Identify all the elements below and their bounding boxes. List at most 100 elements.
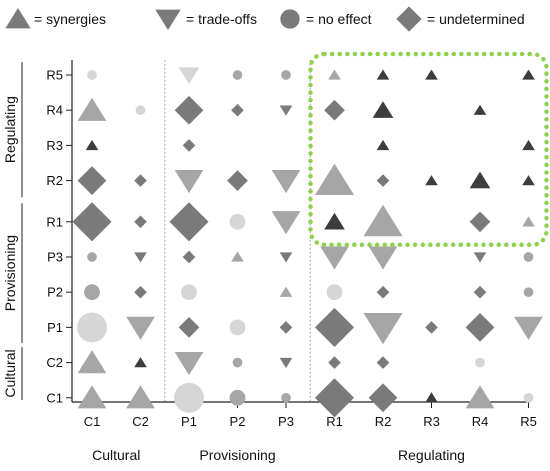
legend-triangle-up-icon (5, 8, 31, 29)
cell-mark-P2-P1 (181, 284, 197, 301)
legend-diamond-icon (396, 6, 422, 32)
cell-mark-R4-P2 (231, 103, 244, 117)
cell-mark-P2-C2 (134, 285, 147, 299)
x-tick-label: R2 (375, 414, 392, 429)
x-group-label: Regulating (398, 447, 465, 463)
cell-mark-P1-P1 (178, 317, 200, 338)
cell-mark-R4-P1 (174, 95, 204, 125)
cell-mark-C1-C2 (126, 385, 155, 409)
cell-mark-R5-P3 (281, 70, 291, 80)
cell-mark-R4-R1 (324, 99, 345, 121)
cell-mark-P1-R5 (514, 316, 543, 340)
cell-mark-R3-R2 (376, 139, 390, 151)
cell-mark-R2-C2 (134, 174, 147, 187)
cell-mark-R1-R4 (469, 211, 491, 233)
cell-mark-P1-C1 (77, 312, 107, 343)
cell-mark-C1-R2 (368, 383, 398, 413)
y-tick-label: C2 (46, 355, 63, 370)
cell-mark-R5-P1 (178, 67, 200, 84)
cell-mark-P2-R2 (376, 285, 390, 299)
y-tick-label: C1 (46, 390, 63, 405)
cell-mark-R2-R1 (314, 163, 355, 196)
cell-mark-R5-R5 (522, 69, 535, 80)
cell-mark-C1-R1 (314, 378, 355, 418)
cell-mark-C1-C1 (77, 385, 107, 409)
cell-mark-C1-P3 (281, 392, 291, 403)
cell-mark-R5-C1 (87, 70, 97, 80)
cell-mark-P1-P3 (279, 321, 293, 334)
y-tick-label: R1 (46, 214, 63, 229)
cell-mark-R3-C1 (85, 139, 99, 151)
axes: C1 C2 P1 P2 P3 R1 R2 R3 R4 R5 R5 R4 R3 R2 R1 P3 P2 P1 C2 C1… (2, 60, 537, 463)
regulating-highlight-box (308, 51, 549, 248)
cell-mark-C2-R4 (475, 357, 485, 368)
y-tick-label: R3 (46, 138, 63, 153)
y-tick-label: R5 (46, 68, 63, 83)
cell-mark-P1-C2 (126, 316, 155, 340)
legend-label: = no effect (306, 11, 372, 27)
cell-mark-P3-R1 (320, 246, 349, 270)
cell-mark-P2-P3 (279, 286, 293, 297)
cell-mark-P3-R2 (368, 246, 398, 270)
cell-mark-R1-P2 (229, 213, 246, 230)
cell-mark-P2-R1 (326, 284, 343, 301)
cell-mark-R5-R1 (328, 69, 341, 80)
legend-triangle-down-icon (155, 9, 181, 30)
x-tick-label: R3 (423, 414, 440, 429)
cell-mark-P1-P2 (229, 319, 246, 336)
cell-mark-R5-P2 (232, 70, 243, 80)
cell-mark-C2-C1 (77, 350, 107, 374)
cell-mark-P2-C1 (84, 284, 100, 301)
cell-mark-P1-R3 (425, 321, 438, 334)
cell-mark-R4-C2 (135, 105, 146, 116)
x-tick-label: P2 (230, 414, 246, 429)
cell-mark-C2-C2 (134, 357, 147, 368)
cell-mark-C2-P2 (232, 357, 243, 368)
cell-mark-C2-R2 (376, 356, 390, 369)
y-tick-label: P1 (47, 320, 63, 335)
cell-mark-R1-C2 (134, 215, 147, 229)
cell-mark-P1-R1 (314, 307, 355, 347)
legend-label: = undetermined (427, 11, 525, 27)
x-group-label: Provisioning (199, 447, 275, 463)
legend-label: = trade-offs (186, 11, 257, 27)
cell-mark-C1-P2 (229, 389, 246, 406)
cell-mark-R2-P2 (227, 170, 248, 191)
cell-mark-P1-R2 (363, 312, 403, 345)
x-tick-label: R1 (326, 414, 343, 429)
x-tick-label: C2 (132, 414, 149, 429)
cell-mark-C2-R1 (328, 356, 341, 369)
y-tick-label: R2 (46, 173, 63, 188)
y-tick-label: P2 (47, 285, 63, 300)
cell-mark-R2-R3 (425, 175, 438, 186)
cell-mark-C1-R4 (465, 385, 495, 409)
matrix-marks (72, 67, 543, 418)
cell-mark-P3-R5 (523, 252, 534, 262)
cell-mark-R4-R2 (372, 101, 394, 118)
y-tick-label: P3 (47, 250, 63, 265)
y-group-label: Cultural (2, 349, 18, 397)
cell-mark-R5-R3 (425, 69, 438, 80)
cell-mark-R1-C1 (72, 202, 112, 242)
cell-mark-R3-P1 (182, 139, 196, 152)
cell-mark-R4-P3 (279, 105, 293, 116)
cell-mark-R2-P3 (271, 169, 301, 194)
cell-mark-R1-R2 (363, 204, 403, 237)
x-tick-label: P1 (181, 414, 197, 429)
cell-mark-R4-C1 (77, 97, 107, 121)
cell-mark-C1-P1 (174, 382, 204, 413)
cell-mark-R1-P1 (169, 202, 209, 242)
cell-mark-R2-R2 (376, 174, 390, 187)
cell-mark-P3-P2 (231, 251, 244, 262)
legend-circle-icon (280, 9, 300, 29)
y-tick-label: R4 (46, 103, 63, 118)
legend: = synergies = trade-offs = no effect = unde… (5, 6, 525, 32)
cell-mark-P3-P1 (182, 250, 196, 264)
cell-mark-R3-R5 (522, 139, 535, 151)
cell-mark-R2-C1 (77, 166, 107, 195)
x-tick-label: R4 (472, 414, 489, 429)
y-group-label: Regulating (2, 96, 18, 163)
cell-mark-R1-R5 (522, 216, 535, 227)
cell-mark-R2-P1 (174, 169, 204, 194)
